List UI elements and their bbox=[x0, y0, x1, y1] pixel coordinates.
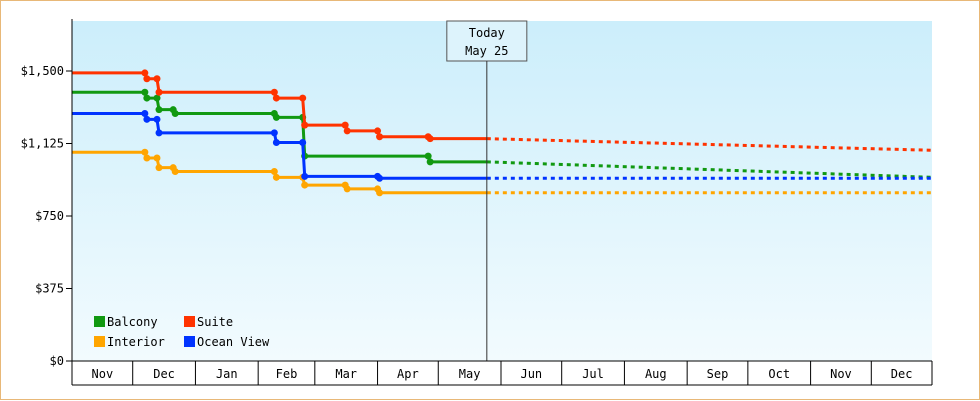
x-tick-label: Aug bbox=[645, 367, 667, 381]
data-point-ocean-view[interactable] bbox=[270, 129, 278, 137]
data-point-balcony[interactable] bbox=[171, 110, 179, 118]
x-tick-label: Nov bbox=[830, 367, 852, 381]
y-tick-label: $375 bbox=[35, 282, 64, 296]
legend-label-suite: Suite bbox=[197, 315, 233, 329]
data-point-balcony[interactable] bbox=[155, 106, 163, 114]
data-point-ocean-view[interactable] bbox=[155, 129, 163, 137]
data-point-suite[interactable] bbox=[270, 88, 278, 96]
data-point-ocean-view[interactable] bbox=[153, 115, 161, 123]
x-tick-label: Nov bbox=[92, 367, 114, 381]
data-point-suite[interactable] bbox=[155, 88, 163, 96]
data-point-interior[interactable] bbox=[141, 148, 149, 156]
y-tick-label: $1,125 bbox=[21, 137, 64, 151]
axes: $0 $375 $750 $1,125 $1,500 Nov Dec Jan Feb Mar Apr… bbox=[21, 19, 933, 386]
y-tick-label: $1,500 bbox=[21, 64, 64, 78]
data-point-balcony[interactable] bbox=[426, 158, 434, 166]
x-tick-label: Dec bbox=[153, 367, 175, 381]
data-point-interior[interactable] bbox=[171, 168, 179, 176]
data-point-balcony[interactable] bbox=[272, 113, 280, 121]
data-point-interior[interactable] bbox=[155, 164, 163, 172]
data-point-suite[interactable] bbox=[341, 121, 349, 129]
data-point-balcony[interactable] bbox=[424, 152, 432, 160]
data-point-interior[interactable] bbox=[343, 185, 351, 193]
legend-swatch-ocean-view bbox=[184, 336, 195, 347]
x-tick-label: Oct bbox=[768, 367, 790, 381]
data-point-suite[interactable] bbox=[343, 127, 351, 135]
data-point-ocean-view[interactable] bbox=[299, 139, 307, 147]
legend: Balcony Suite Interior Ocean View bbox=[94, 315, 270, 349]
data-point-ocean-view[interactable] bbox=[141, 110, 149, 118]
data-point-balcony[interactable] bbox=[153, 94, 161, 102]
data-point-interior[interactable] bbox=[270, 168, 278, 176]
x-tick-label: Dec bbox=[891, 367, 913, 381]
series-layer bbox=[72, 69, 933, 197]
data-point-suite[interactable] bbox=[141, 69, 149, 77]
data-point-suite[interactable] bbox=[153, 75, 161, 83]
legend-label-ocean-view: Ocean View bbox=[197, 335, 270, 349]
forecast-line-balcony bbox=[486, 160, 933, 179]
today-marker: Today May 25 bbox=[446, 20, 528, 361]
legend-swatch-suite bbox=[184, 316, 195, 327]
data-point-ocean-view[interactable] bbox=[376, 174, 384, 182]
x-tick-label: Jul bbox=[582, 367, 604, 381]
x-tick-label: Jun bbox=[520, 367, 542, 381]
x-tick-label: Mar bbox=[335, 367, 357, 381]
x-tick-label: Apr bbox=[397, 367, 419, 381]
data-point-interior[interactable] bbox=[272, 173, 280, 181]
data-point-suite[interactable] bbox=[299, 94, 307, 102]
y-tick-label: $750 bbox=[35, 209, 64, 223]
data-point-suite[interactable] bbox=[426, 135, 434, 143]
data-point-suite[interactable] bbox=[143, 75, 151, 83]
legend-label-interior: Interior bbox=[107, 335, 165, 349]
data-point-interior[interactable] bbox=[143, 154, 151, 162]
series-line-suite bbox=[72, 71, 487, 141]
data-point-suite[interactable] bbox=[301, 121, 309, 129]
legend-swatch-interior bbox=[94, 336, 105, 347]
data-point-balcony[interactable] bbox=[143, 94, 151, 102]
today-box bbox=[446, 20, 528, 62]
data-point-suite[interactable] bbox=[272, 94, 280, 102]
data-point-suite[interactable] bbox=[376, 133, 384, 141]
legend-label-balcony: Balcony bbox=[107, 315, 158, 329]
x-tick-label: Jan bbox=[216, 367, 238, 381]
y-tick-label: $0 bbox=[50, 354, 64, 368]
today-date-label: May 25 bbox=[465, 44, 508, 58]
x-tick-label: May bbox=[459, 367, 481, 381]
x-tick-label: Feb bbox=[276, 367, 298, 381]
data-point-ocean-view[interactable] bbox=[301, 172, 309, 180]
x-tick-label: Sep bbox=[707, 367, 729, 381]
data-point-balcony[interactable] bbox=[141, 88, 149, 96]
plot-area bbox=[72, 21, 932, 361]
legend-swatch-balcony bbox=[94, 316, 105, 327]
data-point-suite[interactable] bbox=[374, 127, 382, 135]
data-point-ocean-view[interactable] bbox=[272, 139, 280, 147]
today-label: Today bbox=[469, 26, 505, 40]
forecast-line-suite bbox=[486, 137, 933, 152]
data-point-interior[interactable] bbox=[376, 189, 384, 197]
data-point-interior[interactable] bbox=[153, 154, 161, 162]
data-point-interior[interactable] bbox=[301, 181, 309, 189]
data-point-ocean-view[interactable] bbox=[143, 115, 151, 123]
